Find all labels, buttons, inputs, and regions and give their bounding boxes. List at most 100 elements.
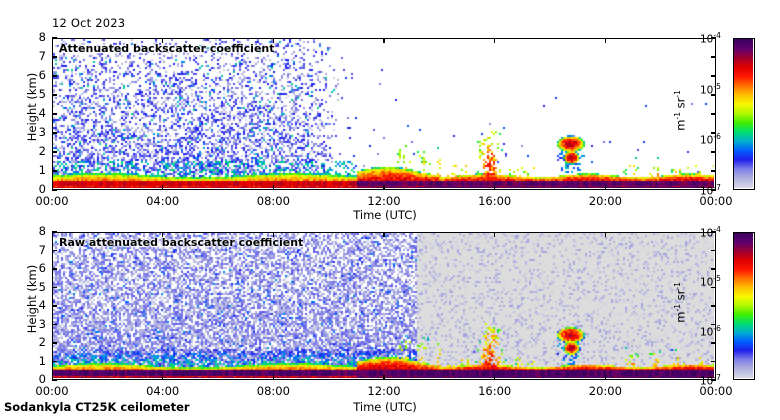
y-tick-label: 0 xyxy=(38,182,46,196)
y-tick-label: 7 xyxy=(38,49,46,63)
panel-title-screened: Attenuated backscatter coefficient xyxy=(59,42,275,55)
y-tick-label: 2 xyxy=(38,335,46,349)
x-tick-mark xyxy=(383,185,385,190)
y-tick-label: 8 xyxy=(38,30,46,44)
colorbar-tick-label: 10-5 xyxy=(700,82,721,97)
x-tick-mark xyxy=(604,375,607,380)
y-tick-mark xyxy=(52,249,57,252)
y-tick-mark xyxy=(711,94,716,96)
cb-mantissa: 10 xyxy=(700,84,714,97)
cb-unit-m-top: m xyxy=(673,119,688,131)
panel-title-raw: Raw attenuated backscatter coefficient xyxy=(59,236,304,249)
x-tick-mark xyxy=(161,375,164,380)
colorbar-gradient-bottom xyxy=(734,233,753,378)
x-axis-label-top: Time (UTC) xyxy=(353,208,417,222)
x-tick-mark xyxy=(493,232,496,237)
x-tick-mark xyxy=(493,38,496,43)
cb-exponent: -6 xyxy=(713,132,721,142)
cb-exponent: -6 xyxy=(713,323,721,333)
y-tick-mark xyxy=(711,323,716,326)
x-tick-label: 00:00 xyxy=(699,194,733,208)
y-tick-mark xyxy=(711,37,716,39)
y-axis-label-top: Height (km) xyxy=(25,72,39,142)
y-tick-mark xyxy=(52,37,57,39)
y-tick-label: 5 xyxy=(38,279,46,294)
cb-mantissa: 10 xyxy=(700,227,714,240)
cb-mantissa: 10 xyxy=(700,276,714,289)
colorbar-tick-label: 10-7 xyxy=(700,373,721,388)
plot-panel-attenuated-backscatter: Attenuated backscatter coefficient xyxy=(52,38,716,190)
x-tick-mark xyxy=(161,232,164,237)
cb-mantissa: 10 xyxy=(700,185,714,198)
colorbar-tick-label: 10-7 xyxy=(700,183,721,198)
cb-mantissa: 10 xyxy=(700,134,714,147)
cb-mantissa: 10 xyxy=(700,33,714,46)
x-tick-label: 00:00 xyxy=(35,384,69,398)
x-tick-label: 04:00 xyxy=(146,194,180,208)
x-tick-label: 00:00 xyxy=(35,194,69,208)
y-tick-mark xyxy=(711,249,716,252)
x-tick-mark xyxy=(604,185,607,190)
y-tick-mark xyxy=(52,56,57,58)
y-tick-mark xyxy=(52,305,57,307)
x-tick-mark xyxy=(161,185,164,190)
colorbar-tick-label: 10-4 xyxy=(700,31,721,46)
cb-unit-sr-bottom: sr xyxy=(673,289,688,305)
y-tick-mark xyxy=(711,189,716,191)
colorbar-top xyxy=(733,38,755,190)
y-tick-label: 1 xyxy=(38,163,46,177)
colorbar-bottom xyxy=(733,232,755,380)
cb-exponent: -5 xyxy=(713,274,721,284)
cb-mantissa: 10 xyxy=(700,375,714,388)
x-tick-label: 08:00 xyxy=(256,384,290,398)
cb-unit-sr-top: sr xyxy=(673,97,688,113)
y-tick-mark xyxy=(52,231,57,233)
y-tick-mark xyxy=(711,132,716,134)
y-tick-mark xyxy=(711,113,716,115)
y-tick-mark xyxy=(52,151,57,153)
y-tick-label: 5 xyxy=(38,87,46,101)
x-tick-label: 00:00 xyxy=(699,384,733,398)
x-tick-mark xyxy=(272,185,275,190)
y-tick-label: 3 xyxy=(38,125,46,139)
colorbar-tick-label: 10-4 xyxy=(700,225,721,240)
cb-exponent: -5 xyxy=(713,81,721,91)
y-tick-mark xyxy=(711,305,716,307)
x-tick-label: 12:00 xyxy=(367,194,401,208)
x-tick-label: 12:00 xyxy=(367,384,401,398)
x-tick-mark xyxy=(493,375,496,380)
x-tick-mark xyxy=(493,185,496,190)
y-tick-label: 8 xyxy=(38,224,46,238)
x-tick-label: 16:00 xyxy=(478,384,512,398)
x-tick-label: 04:00 xyxy=(146,384,180,398)
y-tick-label: 6 xyxy=(38,261,46,275)
y-tick-mark xyxy=(711,151,716,153)
y-tick-mark xyxy=(52,360,57,363)
heatmap-canvas-screened xyxy=(53,39,714,188)
x-tick-mark xyxy=(604,232,607,237)
y-tick-mark xyxy=(52,268,57,270)
y-tick-mark xyxy=(52,189,57,191)
cb-exponent: -7 xyxy=(713,183,721,192)
cb-exponent: -4 xyxy=(713,31,721,40)
y-tick-label: 4 xyxy=(38,106,46,120)
y-tick-label: 4 xyxy=(38,298,46,312)
plot-panel-raw-backscatter: Raw attenuated backscatter coefficient xyxy=(52,232,716,380)
x-tick-mark xyxy=(272,375,275,380)
cb-unit-exp2-bottom: -1 xyxy=(672,282,682,290)
cb-unit-exp1-top: -1 xyxy=(672,112,682,120)
y-tick-mark xyxy=(52,75,57,77)
x-tick-label: 16:00 xyxy=(478,194,512,208)
x-tick-mark xyxy=(272,38,275,43)
cb-mantissa: 10 xyxy=(700,326,714,339)
x-tick-mark xyxy=(272,232,275,237)
y-tick-mark xyxy=(52,286,57,289)
colorbar-gradient-top xyxy=(734,39,753,188)
x-axis-label-bottom: Time (UTC) xyxy=(353,400,417,414)
x-tick-label: 20:00 xyxy=(588,384,622,398)
y-tick-label: 6 xyxy=(38,68,46,82)
y-tick-label: 0 xyxy=(38,372,46,386)
y-tick-mark xyxy=(52,94,57,96)
y-tick-label: 2 xyxy=(38,144,46,158)
y-axis-label-bottom: Height (km) xyxy=(25,264,39,334)
